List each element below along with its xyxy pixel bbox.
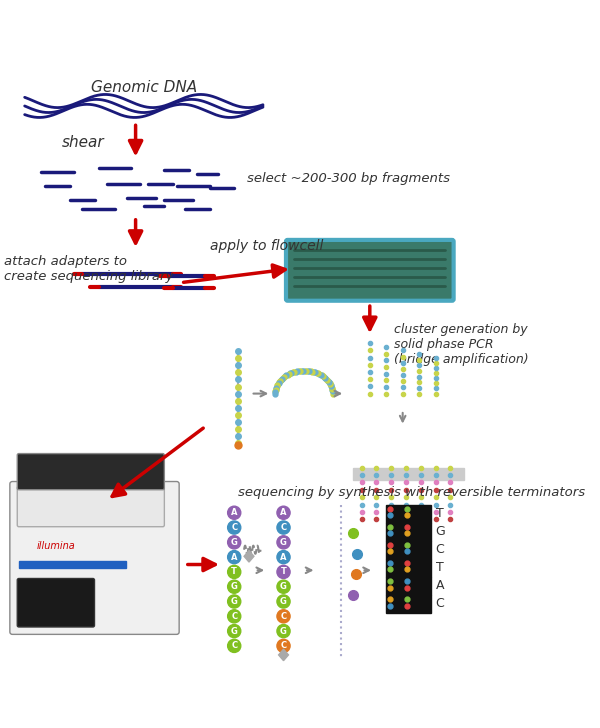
Circle shape [227,536,241,549]
Text: attach adapters to
create sequencing library: attach adapters to create sequencing lib… [4,255,173,282]
Text: C: C [436,598,444,611]
Text: cluster generation by
solid phase PCR
(bridge amplification): cluster generation by solid phase PCR (b… [394,323,529,365]
Text: C: C [231,641,237,650]
Circle shape [277,610,290,623]
Circle shape [227,580,241,593]
Bar [386,577,431,595]
Circle shape [227,625,241,638]
Circle shape [277,550,290,563]
Circle shape [277,536,290,549]
Text: G: G [436,525,445,538]
Text: C: C [436,543,444,556]
FancyBboxPatch shape [286,240,454,301]
Text: A: A [280,553,287,561]
Bar [353,467,464,480]
Circle shape [227,521,241,534]
Circle shape [277,566,290,579]
Circle shape [277,580,290,593]
Text: apply to flowcell: apply to flowcell [209,239,323,253]
Text: C: C [231,612,237,621]
Circle shape [227,506,241,519]
Text: A: A [231,553,238,561]
Text: Genomic DNA: Genomic DNA [91,79,197,95]
Text: G: G [280,597,287,606]
Text: T: T [436,561,443,574]
Text: G: G [280,582,287,591]
Circle shape [227,610,241,623]
Text: G: G [280,627,287,636]
Circle shape [277,625,290,638]
Circle shape [277,595,290,608]
FancyBboxPatch shape [17,486,164,527]
Text: A: A [436,579,444,593]
Bar [386,541,431,559]
Text: G: G [231,597,238,606]
Text: A: A [280,508,287,518]
Circle shape [227,566,241,579]
Text: C: C [280,612,287,621]
Text: illumina: illumina [37,541,76,550]
Circle shape [277,521,290,534]
Text: T: T [436,507,443,520]
Circle shape [227,595,241,608]
Circle shape [227,550,241,563]
Circle shape [227,639,241,652]
Text: G: G [231,582,238,591]
FancyBboxPatch shape [17,454,164,490]
Bar [386,559,431,577]
Circle shape [277,506,290,519]
Bar [19,561,126,568]
FancyBboxPatch shape [10,481,179,634]
Text: T: T [231,567,237,577]
Bar [386,523,431,541]
Text: shear: shear [62,135,104,151]
Text: C: C [280,523,287,532]
Text: G: G [231,538,238,547]
Polygon shape [278,649,289,661]
Text: T: T [281,567,286,577]
FancyBboxPatch shape [17,579,95,627]
Text: select ~200-300 bp fragments: select ~200-300 bp fragments [247,172,449,185]
Circle shape [277,639,290,652]
Text: sequencing by synthesis with reversible terminators: sequencing by synthesis with reversible … [238,486,586,499]
Text: A: A [231,508,238,518]
Bar [386,505,431,523]
Bar [386,595,431,613]
Text: C: C [280,641,287,650]
Text: G: G [231,627,238,636]
Text: G: G [280,538,287,547]
Text: C: C [231,523,237,532]
Polygon shape [244,550,254,562]
